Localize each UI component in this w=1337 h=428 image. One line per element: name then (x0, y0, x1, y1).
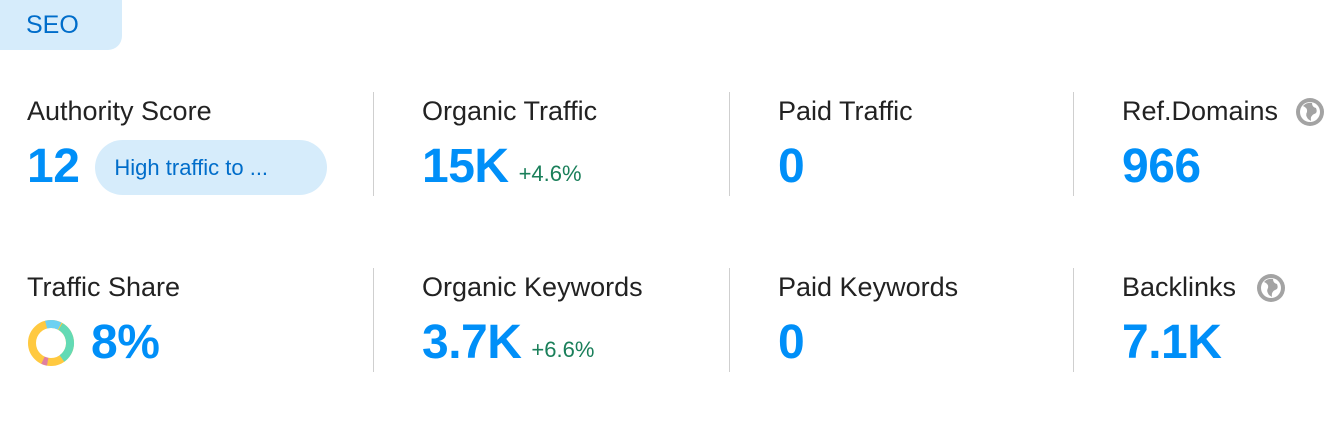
divider (1073, 268, 1074, 372)
divider (373, 92, 374, 196)
divider (1073, 92, 1074, 196)
divider (729, 92, 730, 196)
metric-label: Authority Score (27, 96, 212, 126)
metric-label: Organic Keywords (422, 272, 643, 302)
metric-value: 0 (778, 316, 805, 369)
metric-value: 0 (778, 140, 805, 193)
globe-icon[interactable] (1255, 272, 1287, 304)
seo-tab[interactable]: SEO (0, 0, 122, 50)
metric-label: Paid Traffic (778, 96, 913, 126)
metric-label: Organic Traffic (422, 96, 598, 126)
authority-badge[interactable]: High traffic to ... (95, 139, 328, 195)
metric-change: +6.6% (531, 337, 595, 362)
divider (729, 268, 730, 372)
metric-value[interactable]: 966 (1122, 140, 1201, 193)
metric-value: 12 (27, 140, 80, 193)
metric-value[interactable]: 7.1K (1122, 316, 1222, 369)
metric-label: Backlinks (1122, 272, 1237, 302)
divider (373, 268, 374, 372)
metric-value: 8% (91, 316, 160, 369)
globe-icon[interactable] (1294, 96, 1326, 128)
metric-value[interactable]: 15K (422, 140, 509, 193)
metric-value[interactable]: 3.7K (422, 316, 522, 369)
metric-change: +4.6% (518, 161, 582, 186)
metric-label: Paid Keywords (778, 272, 959, 302)
metric-label: Ref.Domains (1122, 96, 1279, 126)
metric-label: Traffic Share (27, 272, 181, 302)
traffic-share-donut (27, 320, 74, 366)
